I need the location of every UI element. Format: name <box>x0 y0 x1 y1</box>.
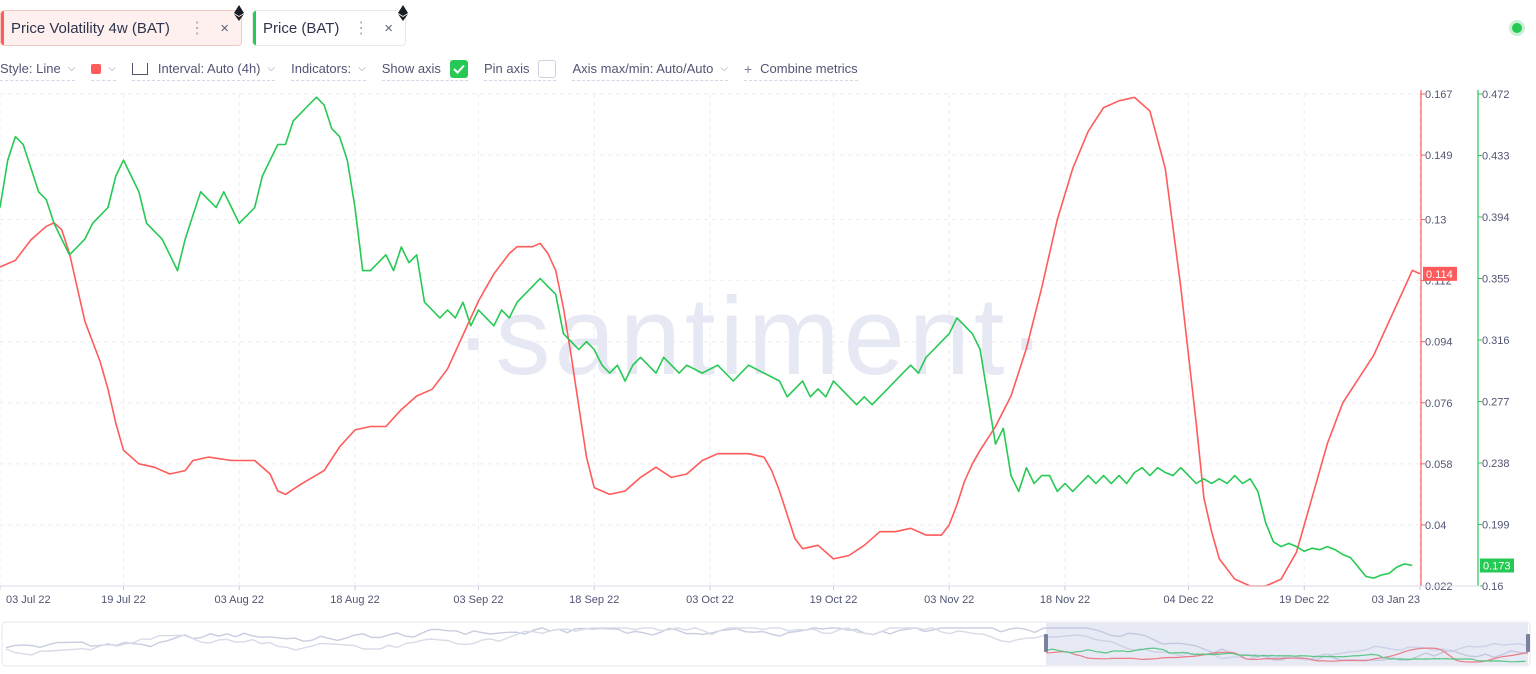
color-swatch <box>91 63 102 74</box>
indicators-label: Indicators: <box>291 61 352 76</box>
navigator-handle-left[interactable] <box>1043 634 1048 652</box>
metric-tab-label: Price (BAT) <box>263 19 340 37</box>
metric-tab-label: Price Volatility 4w (BAT) <box>11 19 170 37</box>
checkmark-icon <box>453 64 465 74</box>
interval-dropdown[interactable]: Interval: Auto (4h) ⌵ <box>131 58 276 81</box>
metric-tab-price-volatility[interactable]: Price Volatility 4w (BAT) ⋮ × <box>0 5 244 46</box>
last-value-label: 0.173 <box>1483 561 1511 573</box>
metric-settings-toolbar: Style: Line ⌵ ⌵ Interval: Auto (4h) ⌵ In… <box>0 58 874 81</box>
y-tick-label: 0.316 <box>1482 335 1510 347</box>
chart-grid <box>0 93 1421 587</box>
metric-tabs: Price Volatility 4w (BAT) ⋮ × Price (BAT… <box>0 5 408 46</box>
x-tick-label: 04 Dec 22 <box>1163 594 1213 606</box>
x-tick-label: 19 Jul 22 <box>101 594 146 606</box>
ethereum-icon <box>398 5 408 21</box>
x-tick-label: 19 Dec 22 <box>1279 594 1329 606</box>
navigator-selection[interactable] <box>1045 623 1528 665</box>
ruler-icon <box>131 62 148 75</box>
ethereum-icon <box>234 5 244 21</box>
x-tick-label: 03 Jan 23 <box>1372 594 1420 606</box>
last-value-badge <box>1480 558 1514 573</box>
x-tick-label: 18 Aug 22 <box>330 594 380 606</box>
y-tick-label: 0.355 <box>1482 274 1510 286</box>
y-tick-label: 0.022 <box>1425 581 1453 593</box>
close-icon[interactable]: × <box>220 19 229 37</box>
price-volatility-chart[interactable]: ·santiment· 0.1670.1490.130.1120.0940.07… <box>0 88 1536 618</box>
axis-range-label: Axis max/min: Auto/Auto <box>572 61 714 76</box>
metric-tab-price[interactable]: Price (BAT) ⋮ × <box>252 5 408 46</box>
y-tick-label: 0.094 <box>1425 337 1453 349</box>
navigator-handle-right[interactable] <box>1526 634 1530 652</box>
combine-metrics-label: Combine metrics <box>760 61 858 76</box>
show-axis-toggle[interactable]: Show axis <box>381 58 468 81</box>
y-tick-label: 0.13 <box>1425 215 1446 227</box>
x-tick-label: 03 Sep 22 <box>453 594 503 606</box>
show-axis-checkbox[interactable] <box>449 59 468 78</box>
interval-label: Interval: Auto (4h) <box>157 61 261 76</box>
pin-axis-checkbox[interactable] <box>538 59 557 78</box>
metric-color-stripe <box>253 11 256 45</box>
style-dropdown[interactable]: Style: Line ⌵ <box>0 58 76 81</box>
more-options-icon[interactable]: ⋮ <box>353 20 369 37</box>
style-label: Style: Line <box>0 61 61 76</box>
x-tick-label: 18 Sep 22 <box>569 594 619 606</box>
pin-axis-toggle[interactable]: Pin axis <box>483 58 557 81</box>
x-tick-label: 03 Aug 22 <box>214 594 264 606</box>
combine-metrics-button[interactable]: + Combine metrics <box>743 58 858 81</box>
chart-series <box>0 96 1421 587</box>
y-tick-label: 0.058 <box>1425 459 1453 471</box>
y-tick-label: 0.149 <box>1425 150 1453 162</box>
y-tick-label: 0.394 <box>1482 212 1510 224</box>
chart-axes: 0.1670.1490.130.1120.0940.0760.0580.040.… <box>1420 89 1514 593</box>
chart-navigator[interactable] <box>0 620 1536 670</box>
live-status-icon <box>1512 23 1522 33</box>
x-tick-label: 18 Nov 22 <box>1040 594 1090 606</box>
metric-color-stripe <box>1 11 4 45</box>
axis-range-dropdown[interactable]: Axis max/min: Auto/Auto ⌵ <box>572 58 728 81</box>
y-tick-label: 0.238 <box>1482 458 1510 470</box>
y-tick-label: 0.472 <box>1482 89 1510 101</box>
series-line-price-volatility <box>0 96 1421 587</box>
chevron-down-icon: ⌵ <box>358 63 366 74</box>
y-tick-label: 0.04 <box>1425 520 1446 532</box>
navigator-history-line <box>5 627 1529 661</box>
y-tick-label: 0.167 <box>1425 89 1453 101</box>
show-axis-label: Show axis <box>381 61 441 76</box>
x-axis: 03 Jul 22 19 Jul 22 03 Aug 22 18 Aug 22 03 S… <box>0 585 1480 606</box>
y-tick-label: 0.199 <box>1482 520 1510 532</box>
more-options-icon[interactable]: ⋮ <box>189 20 205 37</box>
y-tick-label: 0.16 <box>1482 581 1503 593</box>
navigator-history-line <box>5 627 1529 661</box>
chevron-down-icon: ⌵ <box>267 63 276 74</box>
x-tick-label: 19 Oct 22 <box>810 594 858 606</box>
y-tick-label: 0.433 <box>1482 151 1510 163</box>
last-value-badge <box>1423 266 1457 281</box>
x-tick-label: 03 Nov 22 <box>924 594 974 606</box>
chevron-down-icon: ⌵ <box>720 63 728 74</box>
y-tick-label: 0.076 <box>1425 398 1453 410</box>
series-line-price <box>0 96 1413 579</box>
color-picker[interactable]: ⌵ <box>91 58 116 81</box>
navigator-lines <box>5 627 1529 663</box>
x-tick-label: 03 Jul 22 <box>6 594 51 606</box>
navigator-series-line <box>1045 647 1529 663</box>
chevron-down-icon: ⌵ <box>67 63 76 74</box>
santiment-watermark: ·santiment· <box>455 275 1049 398</box>
last-value-label: 0.114 <box>1426 269 1453 281</box>
close-icon[interactable]: × <box>384 19 393 37</box>
indicators-dropdown[interactable]: Indicators: ⌵ <box>291 58 366 81</box>
x-tick-label: 03 Oct 22 <box>686 594 734 606</box>
pin-axis-label: Pin axis <box>483 61 530 76</box>
chevron-down-icon: ⌵ <box>108 63 116 74</box>
y-tick-label: 0.277 <box>1482 397 1510 409</box>
plus-icon: + <box>743 60 753 77</box>
navigator-series-line <box>1045 647 1526 663</box>
